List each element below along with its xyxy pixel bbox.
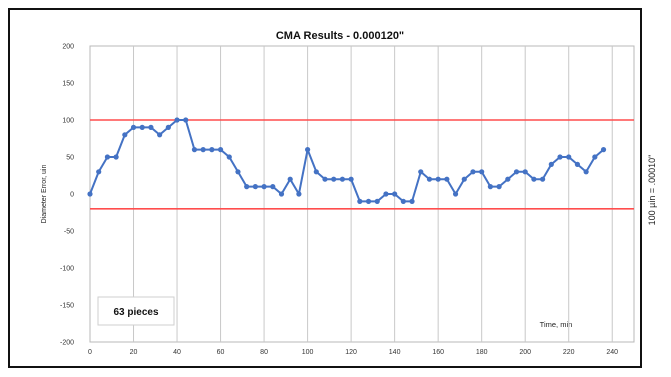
annotation-box [97,296,175,326]
data-point [183,117,189,123]
data-point [505,176,511,182]
data-point [444,176,450,182]
y-tick-label: 200 [62,44,74,51]
x-tick-label: 60 [217,349,225,356]
data-point [383,191,389,197]
x-tick-label: 40 [173,349,181,356]
data-point [409,198,415,204]
data-point [496,184,502,190]
data-point [487,184,493,190]
data-point [531,176,537,182]
data-point [522,169,528,175]
y-tick-label: -100 [60,266,74,273]
data-point [400,198,406,204]
data-point [148,124,154,130]
data-point [322,176,328,182]
chart-title: CMA Results - 0.000120" [276,30,404,42]
x-axis-label: Time, min [540,320,573,329]
data-point [313,169,319,175]
data-point [435,176,441,182]
data-point [557,154,563,160]
y-tick-label: 50 [66,155,74,162]
data-point [139,124,145,130]
data-point [122,132,128,138]
data-point [392,191,398,197]
data-point [339,176,346,182]
data-point [287,176,293,182]
data-point [113,154,119,160]
data-point [270,184,276,190]
data-point [191,147,198,153]
x-tick-label: 200 [519,349,531,356]
x-tick-label: 120 [345,349,357,356]
x-tick-label: 140 [389,349,401,356]
data-point [278,191,285,197]
data-point [418,169,424,175]
data-point [592,154,598,160]
y-axis-label: Diameter Error, uin [41,165,48,224]
y-tick-label: -150 [60,303,74,310]
data-point [165,124,171,130]
data-point [244,184,250,190]
plot-area [89,45,635,343]
data-point [296,191,302,197]
y-tick-label: 100 [62,118,74,125]
data-point [461,176,467,182]
data-point [574,161,581,167]
x-tick-label: 220 [563,349,575,356]
data-point [540,176,546,182]
data-point [479,169,485,175]
x-tick-label: 180 [476,349,488,356]
data-point [200,147,206,153]
data-point [470,169,476,175]
data-point [104,154,111,160]
data-point [513,169,520,175]
x-tick-label: 100 [302,349,314,356]
y-tick-label: 0 [70,192,74,199]
x-tick-label: 160 [432,349,444,356]
data-point [365,198,372,204]
chart-frame: CMA Results - 0.000120" Diameter Error, … [8,8,642,368]
x-tick-label: 0 [88,349,92,356]
data-point [357,198,363,204]
y-tick-label: -200 [60,340,74,347]
x-tick-label: 240 [606,349,618,356]
data-point [374,198,380,204]
data-point [331,176,337,182]
x-tick-label: 80 [260,349,268,356]
data-point [548,161,554,167]
data-point [130,124,137,130]
scale-note: 100 µin = .00010" [647,154,657,226]
data-point [226,154,232,160]
y-tick-label: -50 [64,229,74,236]
data-point [452,191,459,197]
data-point [305,147,311,153]
data-point [261,184,267,190]
annotation-text: 63 pieces [113,307,158,318]
data-point [157,132,163,138]
y-tick-label: 150 [62,81,74,88]
data-point [252,184,258,190]
data-point [566,154,572,160]
data-point [600,147,607,153]
data-point [87,191,93,197]
data-point [209,147,215,153]
data-point [235,169,241,175]
data-point [583,169,589,175]
data-point [96,169,102,175]
data-point [348,176,354,182]
line-chart: CMA Results - 0.000120" Diameter Error, … [41,30,635,356]
data-point [426,176,433,182]
data-point [174,117,180,123]
x-tick-label: 20 [130,349,138,356]
data-point [217,147,224,153]
